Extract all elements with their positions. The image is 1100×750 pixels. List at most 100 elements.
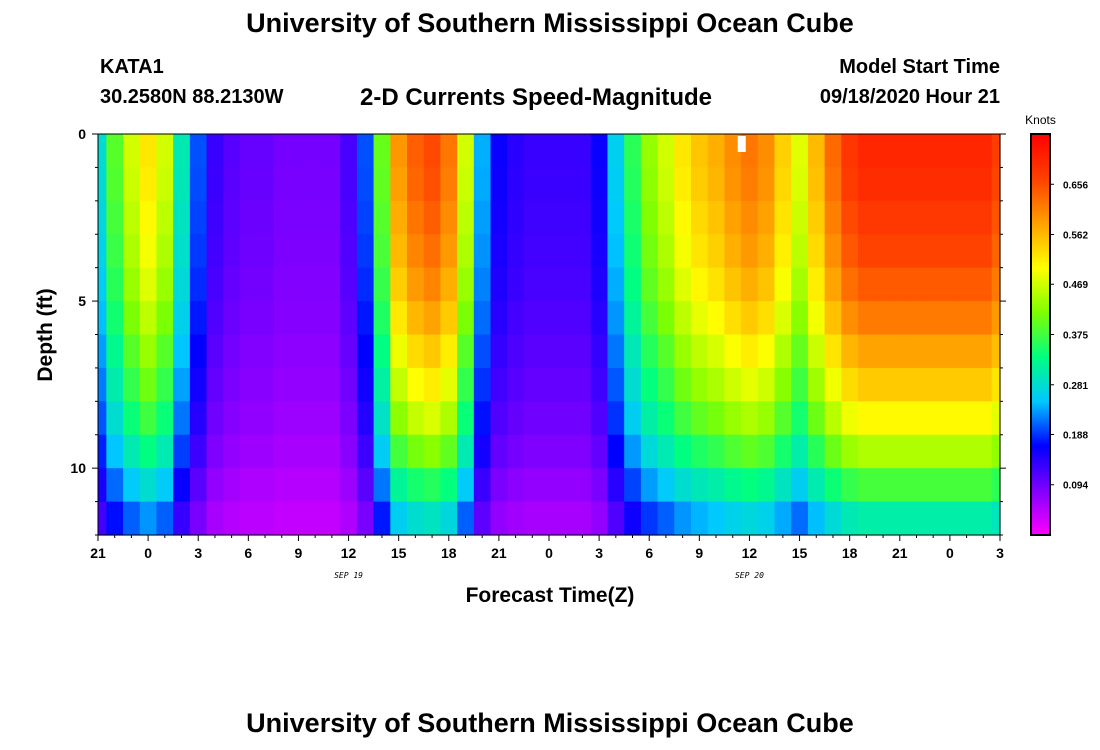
heatmap-cell bbox=[624, 401, 642, 436]
heatmap-cell bbox=[490, 234, 508, 269]
heatmap-cell bbox=[490, 334, 508, 369]
heatmap-cell bbox=[323, 200, 341, 235]
heatmap-cell bbox=[607, 434, 625, 469]
heatmap-cell bbox=[607, 200, 625, 235]
heatmap-cell bbox=[858, 267, 876, 302]
heatmap-cell bbox=[256, 267, 274, 302]
heatmap-cell bbox=[139, 200, 158, 235]
heatmap-cell bbox=[924, 367, 943, 402]
colorbar-scale bbox=[1030, 133, 1051, 536]
heatmap-cell bbox=[791, 167, 809, 202]
x-tick-label: 0 bbox=[545, 545, 553, 561]
heatmap-cell bbox=[624, 167, 642, 202]
heatmap-cell bbox=[824, 200, 842, 235]
heatmap-cell bbox=[98, 501, 107, 536]
heatmap-cell bbox=[356, 200, 375, 235]
heatmap-cell bbox=[807, 134, 826, 169]
heatmap-cell bbox=[223, 334, 241, 369]
heatmap-cell bbox=[156, 267, 174, 302]
heatmap-cell bbox=[557, 234, 575, 269]
heatmap-cell bbox=[106, 167, 124, 202]
heatmap-cell bbox=[523, 468, 542, 503]
heatmap-cell bbox=[891, 367, 909, 402]
heatmap-cell bbox=[273, 401, 291, 436]
heatmap-cell bbox=[557, 134, 575, 169]
heatmap-cell bbox=[223, 200, 241, 235]
heatmap-cell bbox=[557, 200, 575, 235]
x-tick-label: 18 bbox=[842, 545, 858, 561]
heatmap-cell bbox=[774, 134, 792, 169]
heatmap-cell bbox=[640, 401, 659, 436]
heatmap-cell bbox=[290, 301, 308, 336]
heatmap-cell bbox=[290, 468, 308, 503]
heatmap-cell bbox=[757, 468, 776, 503]
heatmap-cell bbox=[106, 434, 124, 469]
heatmap-cell bbox=[590, 468, 609, 503]
heatmap-cell bbox=[941, 501, 959, 536]
heatmap-cell bbox=[373, 167, 391, 202]
heatmap-cell bbox=[356, 401, 375, 436]
heatmap-cell bbox=[757, 267, 776, 302]
heatmap-cell bbox=[273, 334, 291, 369]
heatmap-cell bbox=[874, 234, 893, 269]
heatmap-cell bbox=[290, 334, 308, 369]
heatmap-cell bbox=[974, 134, 993, 169]
heatmap-cell bbox=[156, 367, 174, 402]
heatmap-cell bbox=[273, 434, 291, 469]
x-tick-label: 18 bbox=[441, 545, 457, 561]
heatmap-cell bbox=[824, 501, 842, 536]
heatmap-cell bbox=[874, 167, 893, 202]
heatmap-cell bbox=[557, 167, 575, 202]
heatmap-cell bbox=[607, 468, 625, 503]
heatmap-cell bbox=[858, 434, 876, 469]
heatmap-cell bbox=[440, 234, 458, 269]
heatmap-cell bbox=[991, 434, 1001, 469]
heatmap-cell bbox=[774, 267, 792, 302]
heatmap-cell bbox=[473, 434, 492, 469]
heatmap-cell bbox=[390, 367, 408, 402]
heatmap-cell bbox=[908, 401, 926, 436]
x-axis: 21 0 3 6 9 12 15 18 21 0 3 6 9 12 15 18 21 0 3 bbox=[90, 535, 1004, 561]
heatmap-cell bbox=[858, 501, 876, 536]
heatmap-cell bbox=[173, 134, 191, 169]
heatmap-cell bbox=[173, 367, 191, 402]
heatmap-cell bbox=[440, 334, 458, 369]
heatmap-cell bbox=[674, 167, 692, 202]
heatmap-cell bbox=[824, 234, 842, 269]
heatmap-cell bbox=[106, 267, 124, 302]
heatmap-cell bbox=[173, 234, 191, 269]
heatmap-cell bbox=[824, 334, 842, 369]
heatmap-cell bbox=[741, 234, 759, 269]
heatmap-cell bbox=[607, 234, 625, 269]
heatmap-cell bbox=[841, 367, 859, 402]
date-label: SEP 19 bbox=[334, 571, 363, 580]
x-tick-label: 12 bbox=[742, 545, 758, 561]
heatmap-cell bbox=[858, 134, 876, 169]
heatmap-cell bbox=[440, 301, 458, 336]
heatmap-cell bbox=[858, 401, 876, 436]
heatmap-cell bbox=[239, 301, 258, 336]
model-start-time: 09/18/2020 Hour 21 bbox=[819, 86, 1000, 108]
heatmap-cell bbox=[590, 367, 609, 402]
heatmap-cell bbox=[958, 234, 976, 269]
x-tick-label: 3 bbox=[595, 545, 603, 561]
heatmap-cell bbox=[390, 134, 408, 169]
heatmap-cell bbox=[540, 334, 558, 369]
heatmap-cell bbox=[523, 234, 542, 269]
heatmap-cell bbox=[156, 200, 174, 235]
heatmap-cell bbox=[674, 434, 692, 469]
heatmap-cell bbox=[858, 301, 876, 336]
heatmap-cell bbox=[874, 501, 893, 536]
heatmap-cell bbox=[908, 468, 926, 503]
heatmap-cell bbox=[741, 501, 759, 536]
heatmap-cell bbox=[206, 468, 224, 503]
heatmap-cell bbox=[473, 401, 492, 436]
heatmap-cell bbox=[874, 401, 893, 436]
heatmap-cell bbox=[724, 234, 742, 269]
heatmap-cell bbox=[340, 301, 358, 336]
heatmap-cell bbox=[941, 468, 959, 503]
heatmap-cell bbox=[423, 434, 442, 469]
heatmap-cell bbox=[657, 501, 675, 536]
heatmap-cell bbox=[707, 200, 725, 235]
